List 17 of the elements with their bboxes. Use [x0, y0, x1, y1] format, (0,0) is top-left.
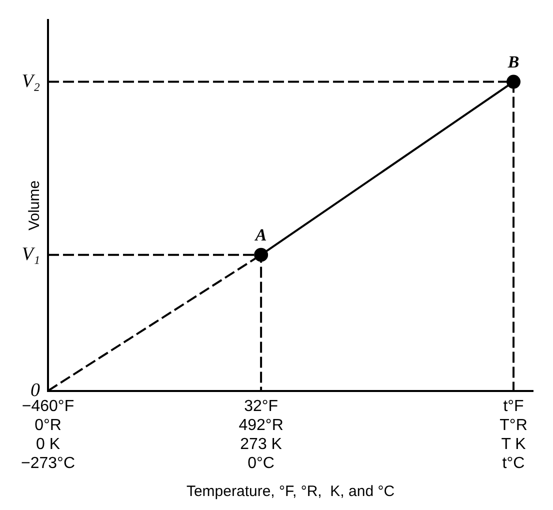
annotation: A: [254, 226, 267, 245]
text: 0°C: [248, 455, 274, 472]
text: T°R: [500, 417, 528, 434]
annotation: V₂: [22, 70, 40, 92]
text: 0 K: [36, 436, 60, 454]
text: t°C: [502, 455, 525, 472]
text: 273 K: [240, 436, 282, 454]
y-axis-title: Volume: [26, 180, 44, 230]
x-axis-title: Temperature, °F, °R, K, and °C: [186, 483, 395, 500]
text: −273°C: [21, 455, 75, 472]
text: T K: [501, 436, 526, 454]
x-tick-label: 32°F: [244, 398, 278, 415]
annotation: V₁: [22, 244, 40, 265]
x-tick-label: t°F: [503, 398, 524, 415]
text: 0°R: [34, 417, 62, 434]
annotation: B: [506, 52, 520, 72]
text: 492°R: [238, 417, 284, 434]
